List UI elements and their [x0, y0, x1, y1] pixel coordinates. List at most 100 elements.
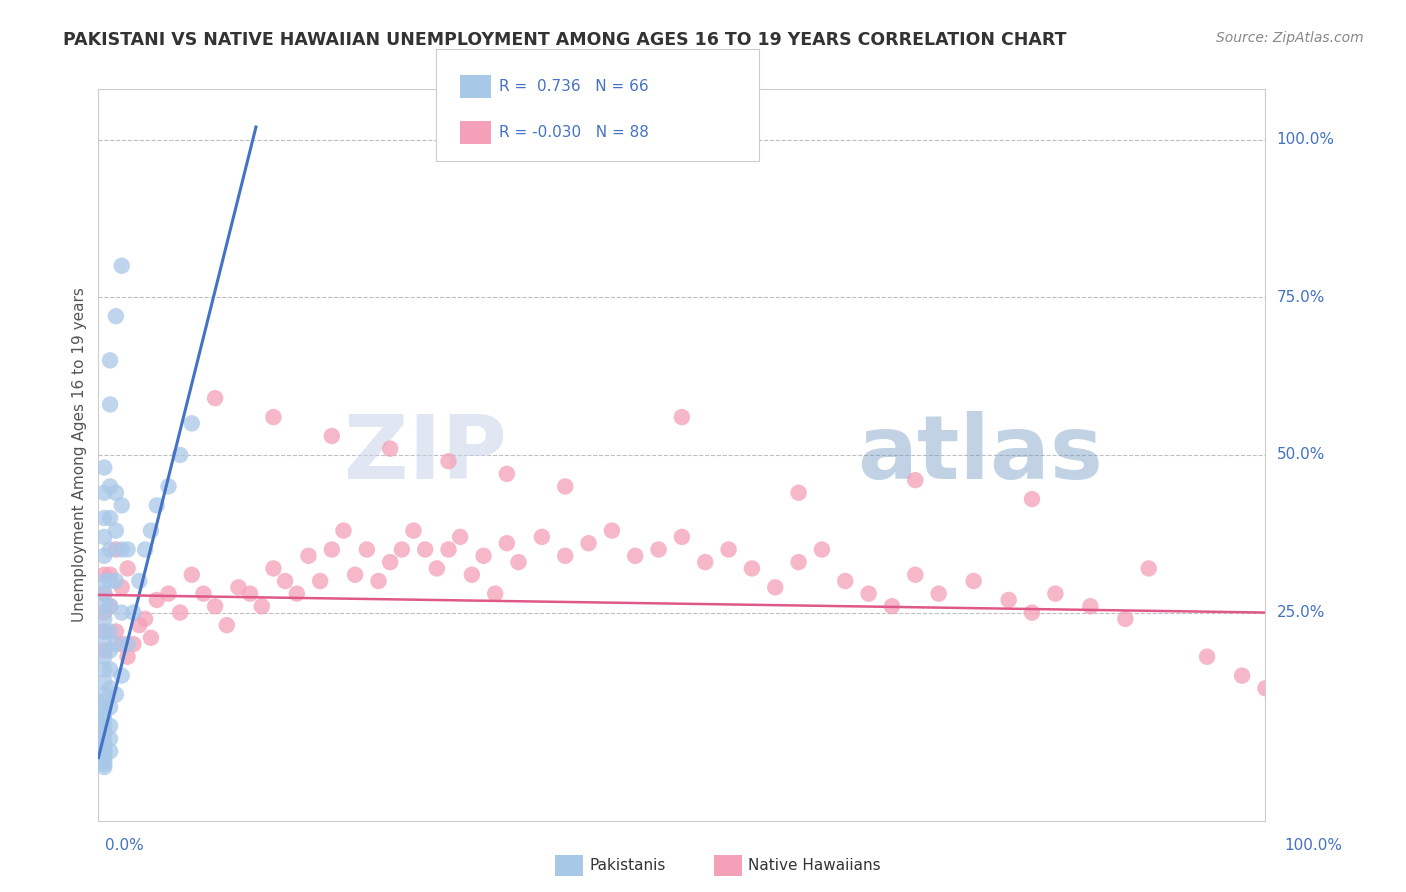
- Point: [93, 637, 115, 651]
- Point: [426, 561, 449, 575]
- Point: [93, 567, 115, 582]
- Point: [122, 637, 145, 651]
- Point: [741, 561, 763, 575]
- Point: [128, 574, 150, 588]
- Text: Pakistanis: Pakistanis: [589, 858, 665, 872]
- Point: [437, 454, 460, 468]
- Point: [93, 750, 115, 764]
- Text: 0.0%: 0.0%: [105, 838, 145, 853]
- Point: [93, 485, 115, 500]
- Point: [93, 706, 115, 721]
- Point: [93, 694, 115, 708]
- Point: [93, 649, 115, 664]
- Point: [93, 624, 115, 639]
- Point: [811, 542, 834, 557]
- Point: [1021, 606, 1043, 620]
- Point: [624, 549, 647, 563]
- Point: [111, 542, 134, 557]
- Point: [93, 606, 115, 620]
- Point: [146, 499, 169, 513]
- Point: [904, 567, 927, 582]
- Point: [1137, 561, 1160, 575]
- Point: [93, 511, 115, 525]
- Point: [93, 674, 115, 689]
- Point: [111, 580, 134, 594]
- Point: [600, 524, 623, 538]
- Point: [193, 587, 215, 601]
- Point: [98, 542, 121, 557]
- Point: [93, 587, 115, 601]
- Point: [1080, 599, 1102, 614]
- Point: [93, 662, 115, 676]
- Point: [93, 738, 115, 752]
- Point: [93, 612, 115, 626]
- Point: [93, 713, 115, 727]
- Point: [98, 599, 121, 614]
- Point: [834, 574, 856, 588]
- Point: [93, 530, 115, 544]
- Point: [128, 618, 150, 632]
- Point: [880, 599, 903, 614]
- Point: [1195, 649, 1218, 664]
- Point: [554, 479, 576, 493]
- Point: [146, 593, 169, 607]
- Point: [763, 580, 786, 594]
- Text: R = -0.030   N = 88: R = -0.030 N = 88: [499, 125, 650, 140]
- Point: [250, 599, 273, 614]
- Point: [380, 442, 402, 456]
- Text: Source: ZipAtlas.com: Source: ZipAtlas.com: [1216, 31, 1364, 45]
- Point: [111, 499, 134, 513]
- Point: [169, 606, 191, 620]
- Point: [496, 467, 519, 481]
- Point: [93, 741, 115, 756]
- Point: [98, 624, 121, 639]
- Point: [93, 549, 115, 563]
- Point: [104, 637, 127, 651]
- Point: [93, 460, 115, 475]
- Text: 100.0%: 100.0%: [1277, 132, 1334, 147]
- Point: [139, 631, 162, 645]
- Point: [111, 637, 134, 651]
- Point: [93, 760, 115, 774]
- Text: Native Hawaiians: Native Hawaiians: [748, 858, 880, 872]
- Point: [117, 637, 139, 651]
- Point: [928, 587, 950, 601]
- Point: [578, 536, 600, 550]
- Point: [93, 574, 115, 588]
- Point: [1230, 668, 1253, 682]
- Point: [93, 747, 115, 762]
- Point: [274, 574, 297, 588]
- Point: [93, 624, 115, 639]
- Text: ZIP: ZIP: [344, 411, 508, 499]
- Point: [93, 643, 115, 657]
- Point: [858, 587, 880, 601]
- Point: [139, 524, 162, 538]
- Point: [93, 688, 115, 702]
- Point: [98, 574, 121, 588]
- Point: [93, 700, 115, 714]
- Point: [285, 587, 308, 601]
- Point: [104, 574, 127, 588]
- Point: [93, 744, 115, 758]
- Point: [93, 731, 115, 746]
- Point: [344, 567, 367, 582]
- Point: [1045, 587, 1067, 601]
- Point: [472, 549, 495, 563]
- Point: [111, 668, 134, 682]
- Point: [169, 448, 191, 462]
- Point: [484, 587, 506, 601]
- Point: [262, 410, 284, 425]
- Text: PAKISTANI VS NATIVE HAWAIIAN UNEMPLOYMENT AMONG AGES 16 TO 19 YEARS CORRELATION : PAKISTANI VS NATIVE HAWAIIAN UNEMPLOYMEN…: [63, 31, 1067, 49]
- Point: [104, 485, 127, 500]
- Point: [98, 511, 121, 525]
- Text: R =  0.736   N = 66: R = 0.736 N = 66: [499, 79, 648, 94]
- Point: [717, 542, 740, 557]
- Point: [1114, 612, 1136, 626]
- Point: [402, 524, 425, 538]
- Point: [367, 574, 389, 588]
- Point: [98, 397, 121, 411]
- Point: [98, 744, 121, 758]
- Point: [332, 524, 354, 538]
- Point: [496, 536, 519, 550]
- Point: [98, 643, 121, 657]
